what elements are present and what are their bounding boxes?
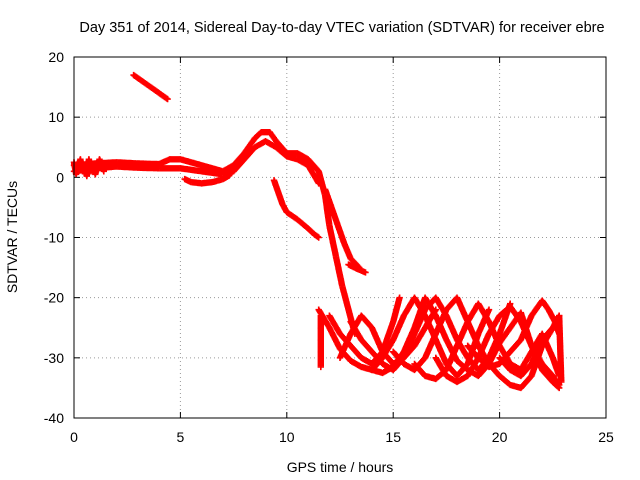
data-layer	[70, 71, 565, 392]
x-tick-label: 20	[492, 429, 508, 445]
series-trace	[497, 325, 556, 379]
series-tail-to-minus-16	[345, 261, 369, 276]
x-tick-label: 0	[70, 429, 78, 445]
series-morning-dip	[181, 172, 233, 187]
x-tick-label: 15	[385, 429, 401, 445]
x-tick-label: 10	[279, 429, 295, 445]
y-tick-label: -10	[44, 230, 64, 246]
series-oscillation-g	[432, 303, 563, 392]
series-oscillation-h	[464, 297, 563, 371]
y-tick-label: 20	[48, 49, 64, 65]
y-tick-label: 10	[48, 109, 64, 125]
series-trace	[131, 72, 170, 102]
x-tick-label: 5	[177, 429, 185, 445]
y-tick-label: 0	[56, 169, 64, 185]
series-trace	[182, 172, 232, 187]
chart-title: Day 351 of 2014, Sidereal Day-to-day VTE…	[79, 20, 604, 36]
series-trace	[71, 157, 107, 178]
x-axis-label: GPS time / hours	[287, 459, 394, 475]
series-early-descending-arc	[130, 71, 171, 103]
series-oscillation-f	[411, 300, 563, 383]
series-left-scatter-cluster	[70, 156, 107, 180]
series-main-trend-upper	[70, 129, 359, 337]
series-trace	[271, 178, 321, 240]
series-trace	[346, 262, 368, 276]
series-start-column-12h	[317, 312, 324, 371]
x-tick-label: 25	[598, 429, 614, 445]
y-axis-label: SDTVAR / TECUs	[4, 181, 20, 293]
series-trace	[433, 304, 562, 391]
y-tick-label: -20	[44, 290, 64, 306]
series-oscillation-i	[496, 324, 556, 380]
series-trace	[369, 295, 492, 379]
series-trace	[465, 298, 562, 370]
series-trace	[322, 187, 362, 270]
series-branch-to-minus-10	[270, 177, 322, 241]
series-oscillation-d	[368, 294, 493, 380]
series-trace	[317, 313, 324, 369]
series-isolated-points	[556, 312, 565, 386]
tick-layer: 0 5 10 15 20 25 -40 -30 -20 -10 0 10 20	[44, 49, 614, 445]
grid-layer	[74, 57, 606, 418]
series-trace	[556, 313, 565, 384]
y-tick-label: -30	[44, 350, 64, 366]
y-tick-label: -40	[44, 410, 64, 426]
